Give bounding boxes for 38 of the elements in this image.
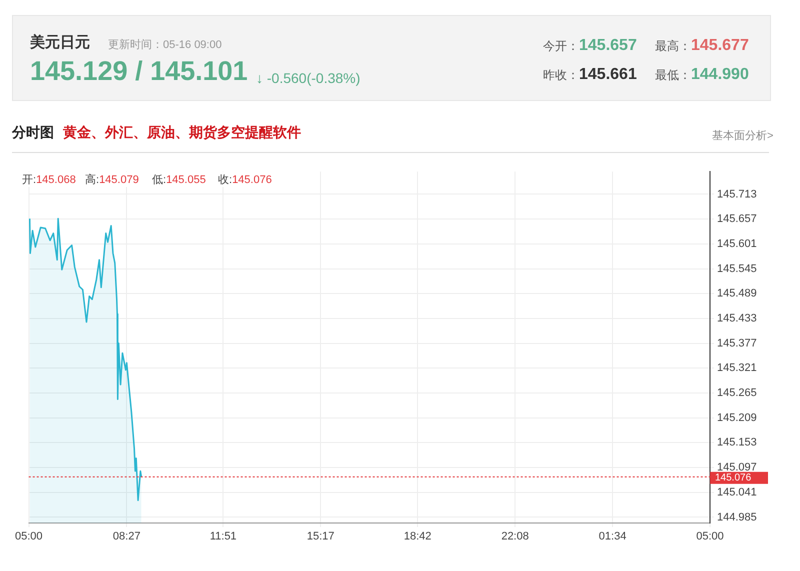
x-tick-label: 05:00 [15,530,43,543]
annotation: 低:145.055 [152,172,206,187]
annotation: 高:145.079 [85,172,139,187]
x-tick-label: 05:00 [696,530,724,543]
x-tick-label: 08:27 [112,530,140,543]
chart-subtitle: 更新时间：05-16 09:00 [108,38,222,52]
y-tick-label: 145.545 [717,262,757,275]
y-tick-label: 145.657 [717,213,757,226]
y-tick-label: 145.377 [717,337,757,350]
text: 黄金、外汇、原油、期货多空提醒软件 [63,124,301,142]
text: 基本面分析> [712,129,774,143]
y-tick-label: 145.489 [717,288,757,300]
annotation: 收:145.076 [218,172,272,187]
x-tick-label: 11:51 [210,530,237,543]
y-tick-label: 145.601 [717,238,757,250]
y-tick-label: 145.209 [717,412,757,424]
text: 今开：145.657 [543,37,637,55]
text: 昨收：145.661 [543,66,637,84]
x-tick-label: 18:42 [404,530,432,543]
text: 最高：145.677 [655,37,749,55]
y-tick-label: 145.153 [717,436,757,449]
chart-title: 美元日元 [30,33,90,52]
text: ↓ -0.560(-0.38%) [256,70,360,86]
y-tick-label: 145.321 [717,362,757,374]
y-tick-label: 145.041 [717,486,757,498]
annotation: 开:145.068 [22,172,76,187]
ref-line-label: 145.076 [715,472,752,484]
x-tick-label: 15:17 [306,530,334,543]
text: 145.129 / 145.101 [30,56,248,87]
text: 最低：144.990 [655,66,749,84]
text: 分时图 [12,124,54,142]
y-tick-label: 145.433 [717,312,757,324]
y-tick-label: 145.713 [717,188,757,200]
y-tick-label: 144.985 [717,511,757,524]
x-tick-label: 01:34 [598,530,626,543]
y-tick-label: 145.265 [717,387,757,400]
x-tick-label: 22:08 [501,530,529,543]
y-tick-label: 145.097 [717,462,757,474]
